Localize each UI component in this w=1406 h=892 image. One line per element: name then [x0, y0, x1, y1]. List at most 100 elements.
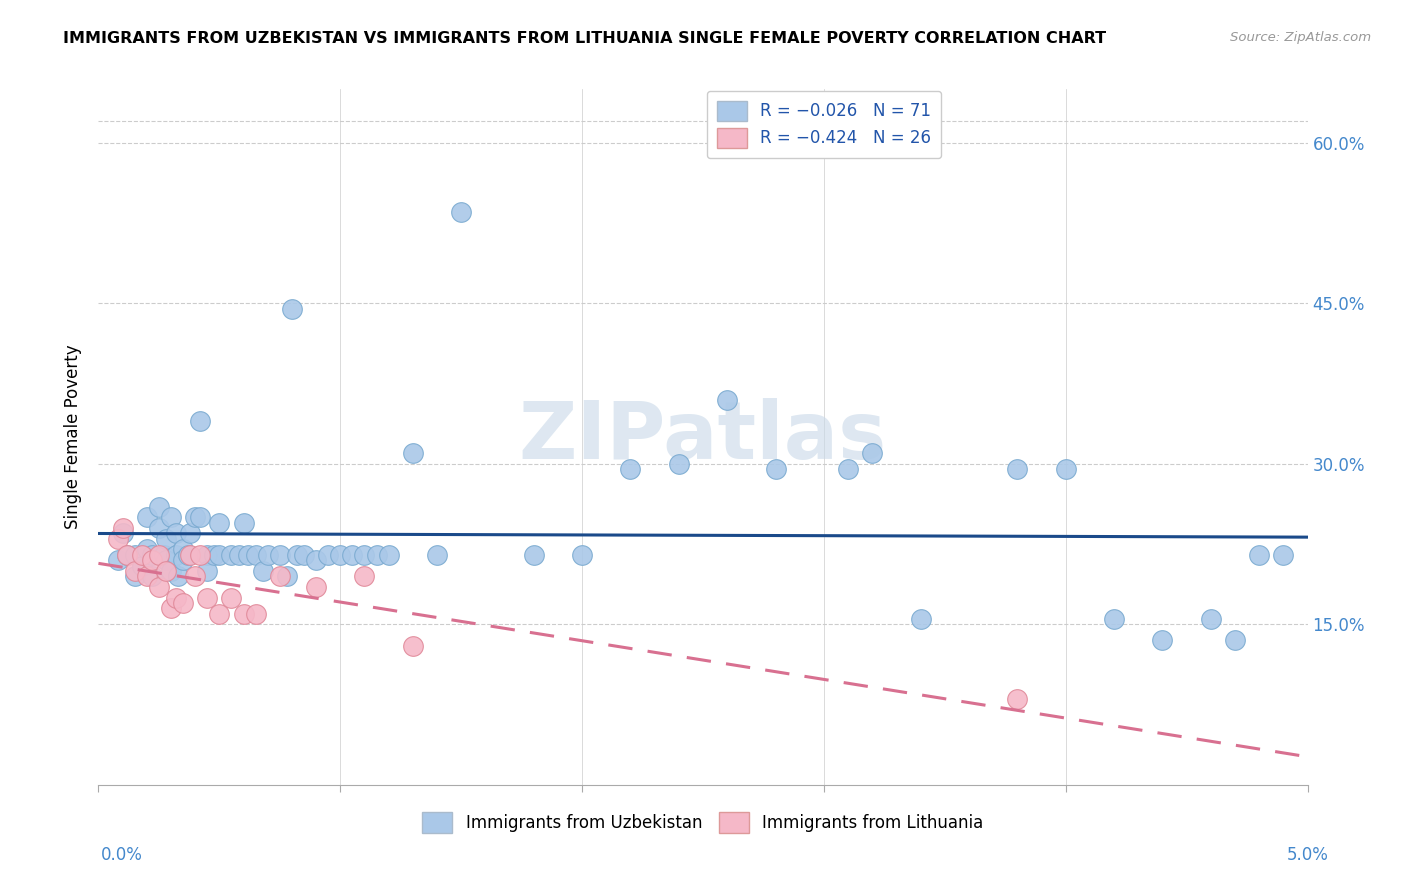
Point [305, 580, 328, 594]
Point [450, 205, 472, 219]
Point [765, 462, 787, 476]
Point [860, 446, 883, 460]
Point [1007, 692, 1029, 706]
Point [124, 548, 146, 562]
Point [252, 564, 274, 578]
Point [221, 591, 243, 605]
Point [195, 564, 218, 578]
Point [232, 516, 254, 530]
Point [117, 548, 139, 562]
Point [141, 569, 163, 583]
Point [402, 639, 425, 653]
Point [426, 548, 449, 562]
Text: IMMIGRANTS FROM UZBEKISTAN VS IMMIGRANTS FROM LITHUANIA SINGLE FEMALE POVERTY CO: IMMIGRANTS FROM UZBEKISTAN VS IMMIGRANTS… [63, 31, 1107, 46]
Point [305, 553, 328, 567]
Point [668, 457, 690, 471]
Point [160, 564, 183, 578]
Point [155, 553, 177, 567]
Point [148, 521, 170, 535]
Legend: Immigrants from Uzbekistan, Immigrants from Lithuania: Immigrants from Uzbekistan, Immigrants f… [416, 805, 990, 839]
Point [285, 548, 308, 562]
Point [204, 548, 226, 562]
Point [155, 564, 177, 578]
Point [148, 548, 170, 562]
Text: 5.0%: 5.0% [1286, 846, 1329, 863]
Point [165, 526, 187, 541]
Point [167, 569, 190, 583]
Point [131, 548, 153, 562]
Point [1102, 612, 1125, 626]
Point [1054, 462, 1077, 476]
Point [269, 548, 291, 562]
Point [188, 414, 211, 428]
Point [208, 607, 231, 621]
Point [342, 548, 364, 562]
Point [523, 548, 546, 562]
Point [208, 548, 231, 562]
Point [107, 532, 129, 546]
Point [571, 548, 593, 562]
Point [177, 548, 200, 562]
Point [184, 510, 207, 524]
Point [316, 548, 339, 562]
Point [124, 564, 146, 578]
Point [152, 548, 174, 562]
Text: Source: ZipAtlas.com: Source: ZipAtlas.com [1230, 31, 1371, 45]
Point [117, 548, 139, 562]
Point [281, 301, 304, 316]
Point [353, 569, 375, 583]
Point [1223, 633, 1246, 648]
Point [160, 510, 183, 524]
Point [179, 526, 201, 541]
Text: ZIPatlas: ZIPatlas [519, 398, 887, 476]
Point [208, 516, 231, 530]
Point [276, 569, 298, 583]
Point [188, 548, 211, 562]
Point [155, 532, 177, 546]
Point [165, 548, 187, 562]
Point [124, 569, 146, 583]
Point [148, 580, 170, 594]
Point [402, 446, 425, 460]
Point [238, 548, 260, 562]
Point [111, 526, 134, 541]
Point [1272, 548, 1295, 562]
Point [107, 553, 129, 567]
Point [256, 548, 278, 562]
Point [910, 612, 932, 626]
Point [111, 521, 134, 535]
Point [135, 510, 157, 524]
Point [188, 510, 211, 524]
Point [195, 591, 218, 605]
Y-axis label: Single Female Poverty: Single Female Poverty [63, 345, 82, 529]
Point [353, 548, 375, 562]
Point [292, 548, 315, 562]
Point [245, 548, 267, 562]
Point [141, 548, 163, 562]
Point [172, 542, 194, 557]
Point [184, 569, 207, 583]
Point [148, 500, 170, 514]
Point [131, 558, 153, 573]
Point [837, 462, 859, 476]
Point [232, 607, 254, 621]
Point [716, 392, 738, 407]
Point [160, 601, 183, 615]
Point [221, 548, 243, 562]
Point [1249, 548, 1271, 562]
Point [1152, 633, 1174, 648]
Point [1199, 612, 1222, 626]
Point [1007, 462, 1029, 476]
Point [377, 548, 399, 562]
Point [619, 462, 641, 476]
Point [172, 553, 194, 567]
Point [165, 591, 187, 605]
Point [329, 548, 352, 562]
Point [179, 548, 201, 562]
Point [195, 548, 218, 562]
Point [135, 542, 157, 557]
Point [245, 607, 267, 621]
Point [141, 553, 163, 567]
Text: 0.0%: 0.0% [101, 846, 143, 863]
Point [172, 596, 194, 610]
